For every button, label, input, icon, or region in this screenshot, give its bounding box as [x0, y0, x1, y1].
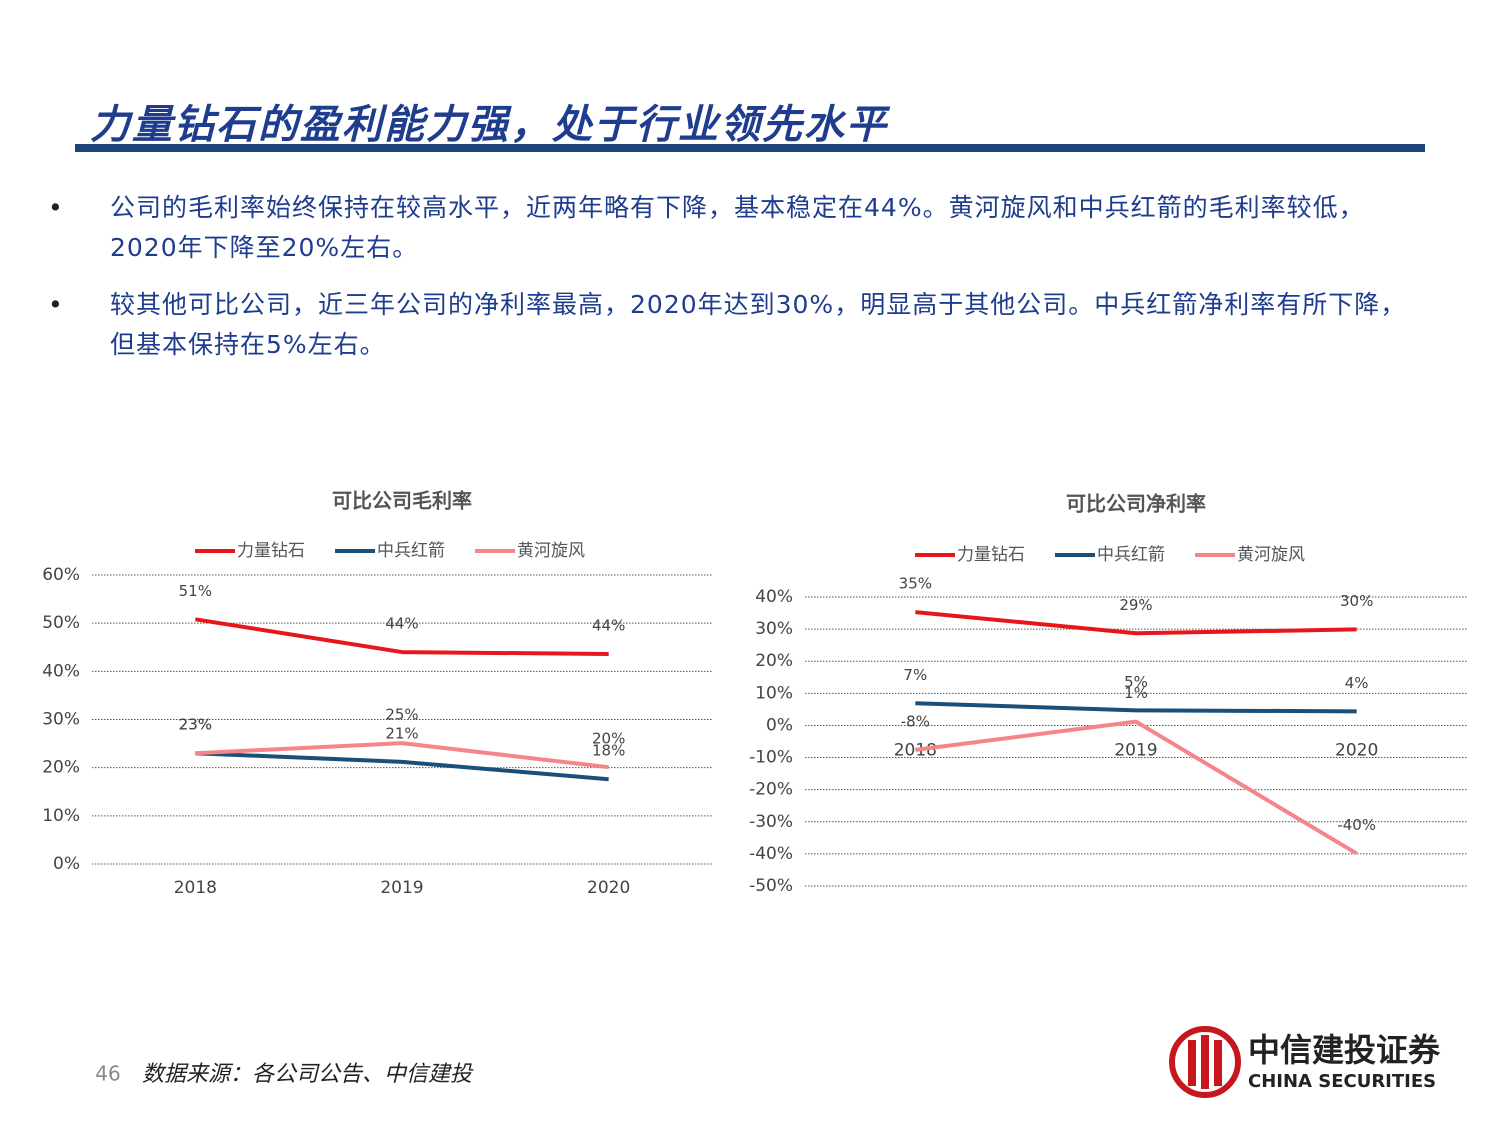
data-label: 21% — [385, 724, 418, 742]
y-tick-label: -30% — [749, 812, 793, 832]
logo-bar — [1201, 1035, 1209, 1089]
y-tick-label: -40% — [749, 844, 793, 864]
data-label: -8% — [901, 712, 930, 730]
y-tick-label: 20% — [755, 651, 793, 671]
y-tick-label: 10% — [42, 806, 80, 826]
data-label: -40% — [1337, 816, 1376, 834]
series-line — [915, 610, 1357, 636]
data-label: 30% — [1340, 592, 1373, 610]
bullet: • 公司的毛利率始终保持在较高水平，近两年略有下降，基本稳定在44%。黄河旋风和中… — [48, 188, 1408, 268]
page-number: 46 — [95, 1062, 120, 1086]
legend-label: 力量钻石 — [237, 541, 305, 561]
legend-label: 黄河旋风 — [517, 541, 585, 561]
y-tick-label: 30% — [42, 710, 80, 730]
bullet-text: 较其他可比公司，近三年公司的净利率最高，2020年达到30%，明显高于其他公司。… — [110, 290, 1407, 359]
series-line — [915, 701, 1357, 714]
data-label: 23% — [179, 716, 212, 734]
legend-label: 力量钻石 — [957, 545, 1025, 565]
y-tick-label: 20% — [42, 758, 80, 778]
x-tick-label: 2020 — [587, 878, 630, 898]
y-tick-label: -10% — [749, 748, 793, 768]
chart-title: 可比公司净利率 — [1066, 492, 1206, 516]
data-label: 25% — [385, 706, 418, 724]
y-tick-label: -50% — [749, 876, 793, 896]
series-line — [915, 719, 1358, 856]
data-label: 44% — [592, 616, 625, 634]
x-tick-label: 2019 — [1114, 740, 1157, 760]
y-tick-label: 50% — [42, 613, 80, 633]
y-tick-label: 0% — [53, 854, 80, 874]
data-label: 20% — [592, 730, 625, 748]
bullet-text: 公司的毛利率始终保持在较高水平，近两年略有下降，基本稳定在44%。黄河旋风和中兵… — [110, 193, 1365, 262]
title-rule — [75, 144, 1425, 152]
logo-ring — [1169, 1026, 1241, 1098]
source-note: 数据来源：各公司公告、中信建投 — [142, 1062, 474, 1087]
logo-en: CHINA SECURITIES — [1248, 1071, 1436, 1092]
y-tick-label: 10% — [755, 683, 793, 703]
data-label: 51% — [179, 582, 212, 600]
y-tick-label: 0% — [766, 715, 793, 735]
chart-title: 可比公司毛利率 — [332, 489, 472, 513]
data-label: 7% — [903, 666, 927, 684]
data-label: 29% — [1119, 596, 1152, 614]
data-label: 18% — [592, 742, 625, 760]
legend-label: 中兵红箭 — [1097, 545, 1165, 565]
data-label: 4% — [1345, 674, 1369, 692]
y-tick-label: 40% — [755, 587, 793, 607]
series-line — [195, 741, 609, 770]
data-label: 23% — [179, 716, 212, 734]
logo-cn: 中信建投证券 — [1248, 1031, 1441, 1069]
bullet: • 较其他可比公司，近三年公司的净利率最高，2020年达到30%，明显高于其他公司… — [48, 285, 1408, 365]
x-tick-label: 2018 — [174, 878, 217, 898]
x-tick-label: 2018 — [894, 740, 937, 760]
y-tick-label: 30% — [755, 619, 793, 639]
logo-bar — [1214, 1040, 1222, 1086]
y-tick-label: 60% — [42, 565, 80, 585]
legend-label: 中兵红箭 — [377, 541, 445, 561]
y-tick-label: -20% — [749, 780, 793, 800]
logo: 中信建投证券 CHINA SECURITIES — [1169, 1026, 1441, 1098]
slide-title: 力量钻石的盈利能力强，处于行业领先水平 — [90, 102, 888, 148]
data-label: 5% — [1124, 673, 1148, 691]
y-tick-label: 40% — [42, 661, 80, 681]
series-line — [195, 617, 609, 656]
data-label: 44% — [385, 615, 418, 633]
x-tick-label: 2019 — [380, 878, 423, 898]
data-label: 1% — [1124, 684, 1148, 702]
logo-bar — [1188, 1040, 1196, 1086]
legend-label: 黄河旋风 — [1237, 545, 1305, 565]
data-label: 35% — [899, 575, 932, 593]
x-tick-label: 2020 — [1335, 740, 1378, 760]
series-line — [195, 751, 609, 782]
